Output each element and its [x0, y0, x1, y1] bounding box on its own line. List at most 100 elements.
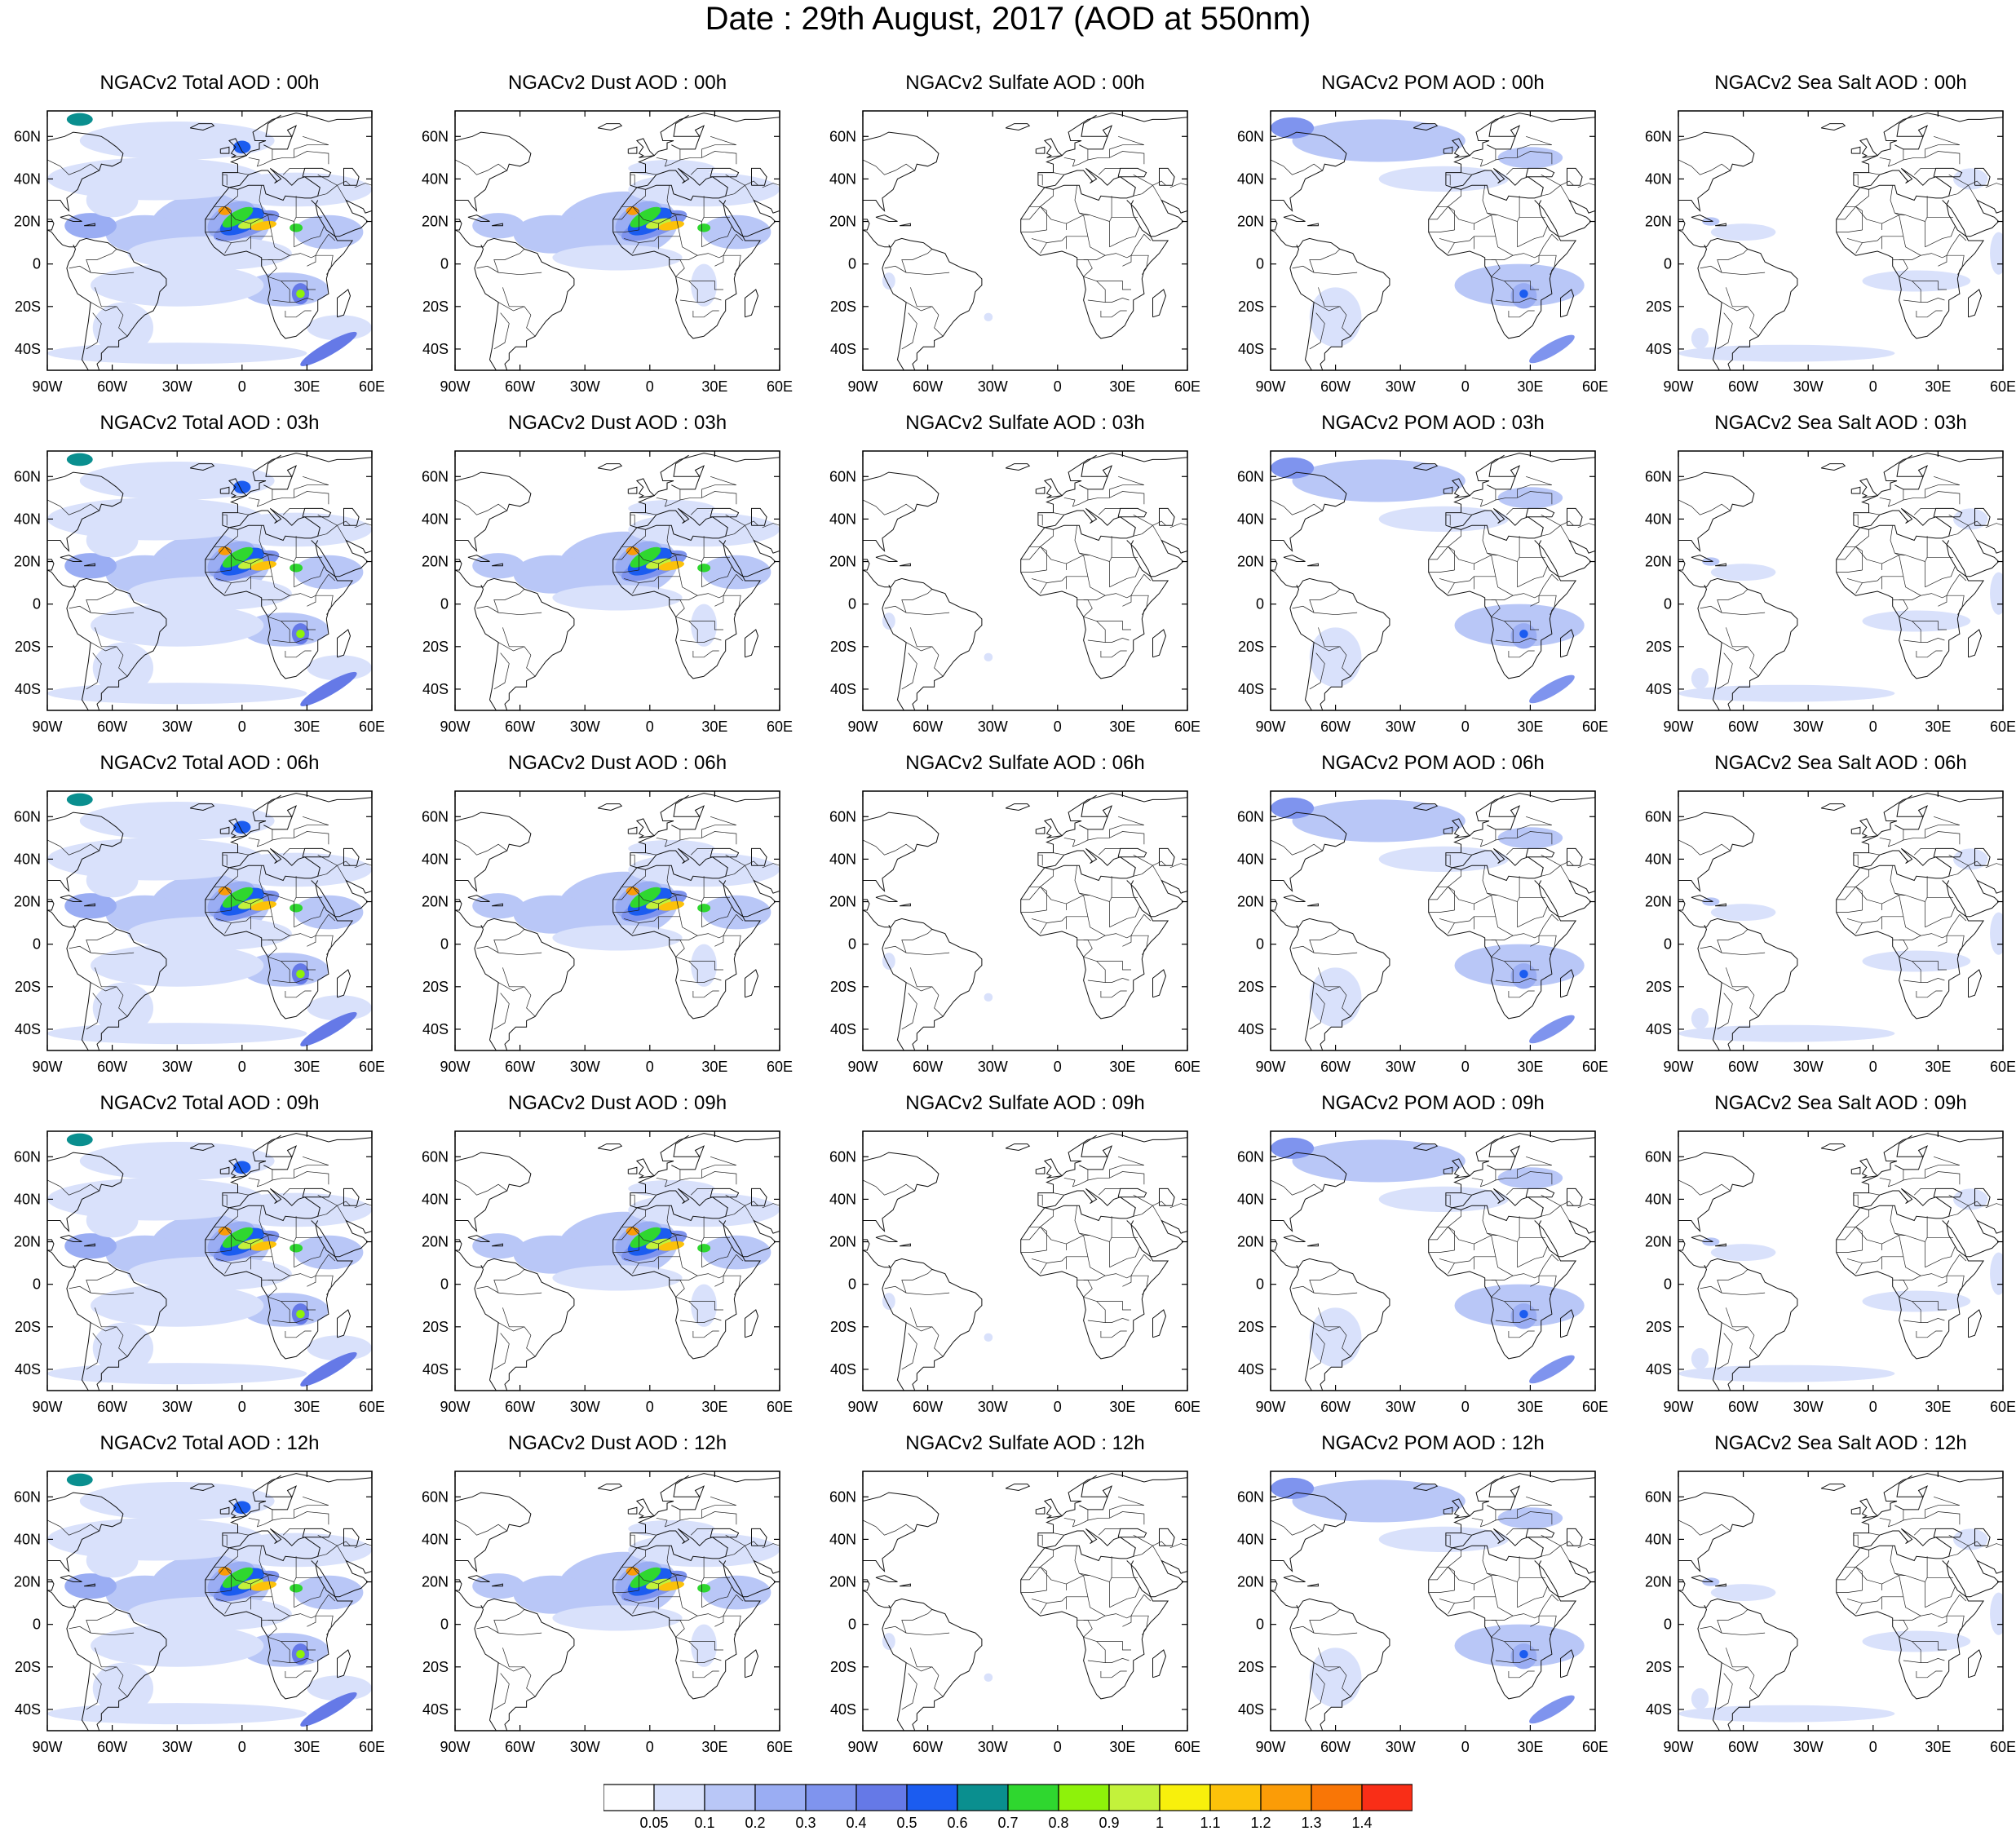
lon-tick-label: 90W — [32, 1399, 62, 1415]
lon-tick-label: 30W — [162, 378, 192, 395]
panel-title: NGACv2 Dust AOD : 03h — [507, 412, 727, 434]
aod-blob — [296, 629, 305, 639]
aod-blob — [697, 904, 711, 913]
aod-blob — [697, 223, 711, 232]
lat-tick-label: 40S — [1646, 1021, 1672, 1037]
lat-tick-label: 60N — [422, 1148, 449, 1165]
lat-tick-label: 20S — [15, 299, 41, 315]
lon-tick-label: 0 — [646, 378, 654, 395]
aod-blob — [233, 480, 251, 494]
lat-tick-label: 60N — [14, 1488, 41, 1505]
aod-blob — [79, 122, 275, 160]
aod-blob — [222, 887, 254, 908]
lat-tick-label: 40N — [1237, 170, 1264, 187]
lon-tick-label: 30W — [1793, 1739, 1824, 1755]
colorbar-swatch — [855, 1784, 908, 1811]
aod-blob — [1710, 564, 1776, 581]
aod-blob — [697, 1244, 711, 1253]
lat-tick-label: 60N — [1645, 808, 1672, 825]
coastlines — [1678, 453, 2003, 710]
lon-tick-label: 90W — [440, 1739, 470, 1755]
lon-tick-label: 60E — [1582, 378, 1608, 395]
lat-tick-label: 20N — [1237, 894, 1264, 910]
aod-blob — [513, 895, 592, 934]
lon-tick-label: 30W — [1793, 1399, 1824, 1415]
map-panel: NGACv2 Sulfate AOD : 03h 90W 60W 30W 0 30E 60E… — [816, 410, 1200, 735]
map-frame — [1678, 110, 2004, 371]
lat-tick-label: 20N — [1645, 554, 1672, 570]
aod-blob — [92, 1662, 154, 1714]
lon-tick-label: 30W — [1386, 1059, 1416, 1075]
aod-map: 90W 60W 30W 0 30E 60E 60N 40N 20N 0 20S 40S — [14, 450, 385, 735]
lon-tick-label: 0 — [646, 719, 654, 735]
lon-tick-label: 60E — [1582, 1739, 1608, 1755]
lon-tick-label: 60E — [767, 1739, 793, 1755]
lat-tick-label: 20S — [1238, 299, 1264, 315]
aod-map: 90W 60W 30W 0 30E 60E 60N 40N 20N 0 20S 40S — [1645, 1130, 2016, 1415]
colorbar-swatch — [906, 1784, 958, 1811]
aod-blob — [290, 904, 303, 913]
lon-tick-label: 90W — [1255, 1399, 1285, 1415]
aod-blob — [290, 564, 303, 573]
panel-title: NGACv2 Dust AOD : 12h — [507, 1432, 727, 1454]
lon-tick-label: 60W — [505, 1739, 535, 1755]
lon-tick-label: 90W — [32, 719, 62, 735]
aod-blob — [1710, 223, 1776, 241]
lat-tick-label: 60N — [422, 808, 449, 825]
lat-tick-label: 60N — [1237, 1148, 1264, 1165]
lon-tick-label: 0 — [238, 1059, 246, 1075]
map-frame — [1270, 110, 1596, 371]
lon-tick-label: 90W — [1255, 1739, 1285, 1755]
panel-title: NGACv2 Dust AOD : 00h — [507, 72, 727, 94]
colorbar-label: 1.2 — [1250, 1815, 1271, 1831]
coastlines — [455, 113, 780, 370]
map-panel: NGACv2 POM AOD : 09h 90W 60W 30W 0 30E 60E 60N 4… — [1223, 1090, 1608, 1415]
lon-tick-label: 60W — [97, 719, 127, 735]
panel-title: NGACv2 Sea Salt AOD : 09h — [1714, 1092, 1967, 1114]
lon-tick-label: 60W — [1320, 1739, 1351, 1755]
lat-tick-label: 60N — [14, 128, 41, 144]
lon-tick-label: 90W — [440, 1059, 470, 1075]
lon-tick-label: 30E — [1109, 1059, 1135, 1075]
colorbar-swatch — [653, 1784, 705, 1811]
panel-title: NGACv2 Total AOD : 06h — [99, 752, 320, 774]
aod-blob — [218, 1567, 232, 1576]
map-panel: NGACv2 Dust AOD : 12h 90W 60W 30W 0 30E 60E 60N… — [408, 1431, 793, 1755]
lat-tick-label: 40N — [14, 1191, 41, 1207]
panel-title: NGACv2 Total AOD : 00h — [99, 72, 320, 94]
lon-tick-label: 90W — [847, 378, 878, 395]
borders — [1678, 135, 2003, 350]
aod-map: 90W 60W 30W 0 30E 60E 60N 40N 20N 0 20S 40S — [1645, 1471, 2016, 1755]
panel-title: NGACv2 Sulfate AOD : 06h — [905, 752, 1145, 774]
lat-tick-label: 40N — [422, 851, 449, 867]
aod-map: 90W 60W 30W 0 30E 60E 60N 40N 20N 0 20S 40S — [829, 450, 1200, 735]
lon-tick-label: 90W — [847, 719, 878, 735]
aod-blob — [1529, 1355, 1575, 1384]
borders — [863, 1156, 1187, 1370]
lat-tick-label: 40N — [829, 1191, 856, 1207]
map-frame — [454, 110, 780, 371]
aod-blob — [658, 1241, 685, 1251]
lat-tick-label: 0 — [1256, 1616, 1264, 1633]
lat-tick-label: 0 — [33, 1276, 41, 1293]
colorbar-swatch — [603, 1784, 655, 1811]
lon-tick-label: 60W — [97, 378, 127, 395]
map-panel: NGACv2 Dust AOD : 06h 90W 60W 30W 0 30E 60E 60N… — [408, 750, 793, 1075]
aod-blob — [294, 215, 364, 250]
colorbar-swatch — [1007, 1784, 1059, 1811]
lon-tick-label: 0 — [1461, 378, 1470, 395]
lat-tick-label: 40S — [15, 1021, 41, 1037]
aod-field — [1678, 168, 2003, 362]
coastlines — [1271, 113, 1595, 370]
aod-blob — [697, 564, 711, 573]
panel-title: NGACv2 Sea Salt AOD : 03h — [1714, 412, 1967, 434]
aod-blob — [1678, 344, 1895, 362]
map-panel: NGACv2 Sulfate AOD : 12h 90W 60W 30W 0 30E 60E… — [816, 1431, 1200, 1755]
aod-blob — [1309, 287, 1362, 347]
lon-tick-label: 0 — [238, 1399, 246, 1415]
borders — [455, 475, 780, 690]
lat-tick-label: 40S — [1238, 681, 1264, 697]
lat-tick-label: 0 — [1664, 1276, 1672, 1293]
aod-blob — [91, 604, 264, 647]
aod-blob — [628, 1192, 780, 1227]
